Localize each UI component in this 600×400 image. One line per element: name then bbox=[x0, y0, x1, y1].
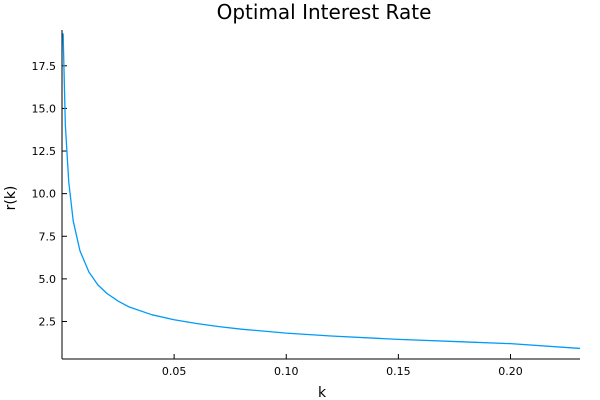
y-tick-label: 17.5 bbox=[32, 60, 57, 73]
x-tick-label: 0.10 bbox=[274, 365, 299, 378]
x-axis-label: k bbox=[318, 385, 327, 400]
y-tick-label: 15.0 bbox=[32, 102, 57, 115]
y-tick-label: 12.5 bbox=[32, 145, 57, 158]
x-tick-label: 0.15 bbox=[386, 365, 411, 378]
series-line bbox=[62, 33, 581, 350]
y-tick-label: 2.5 bbox=[39, 315, 57, 328]
chart-title: Optimal Interest Rate bbox=[217, 0, 432, 24]
y-tick-label: 5.0 bbox=[39, 273, 57, 286]
x-tick-label: 0.20 bbox=[498, 365, 523, 378]
y-axis-label: r(k) bbox=[3, 186, 19, 211]
plot-area: 0.05 0.10 0.15 0.20 2.5 5.0 7.5 10.0 12.5 15.0 17.… bbox=[32, 30, 581, 378]
y-tick-label: 7.5 bbox=[39, 230, 57, 243]
x-tick-label: 0.05 bbox=[162, 365, 187, 378]
y-tick-label: 10.0 bbox=[32, 188, 57, 201]
